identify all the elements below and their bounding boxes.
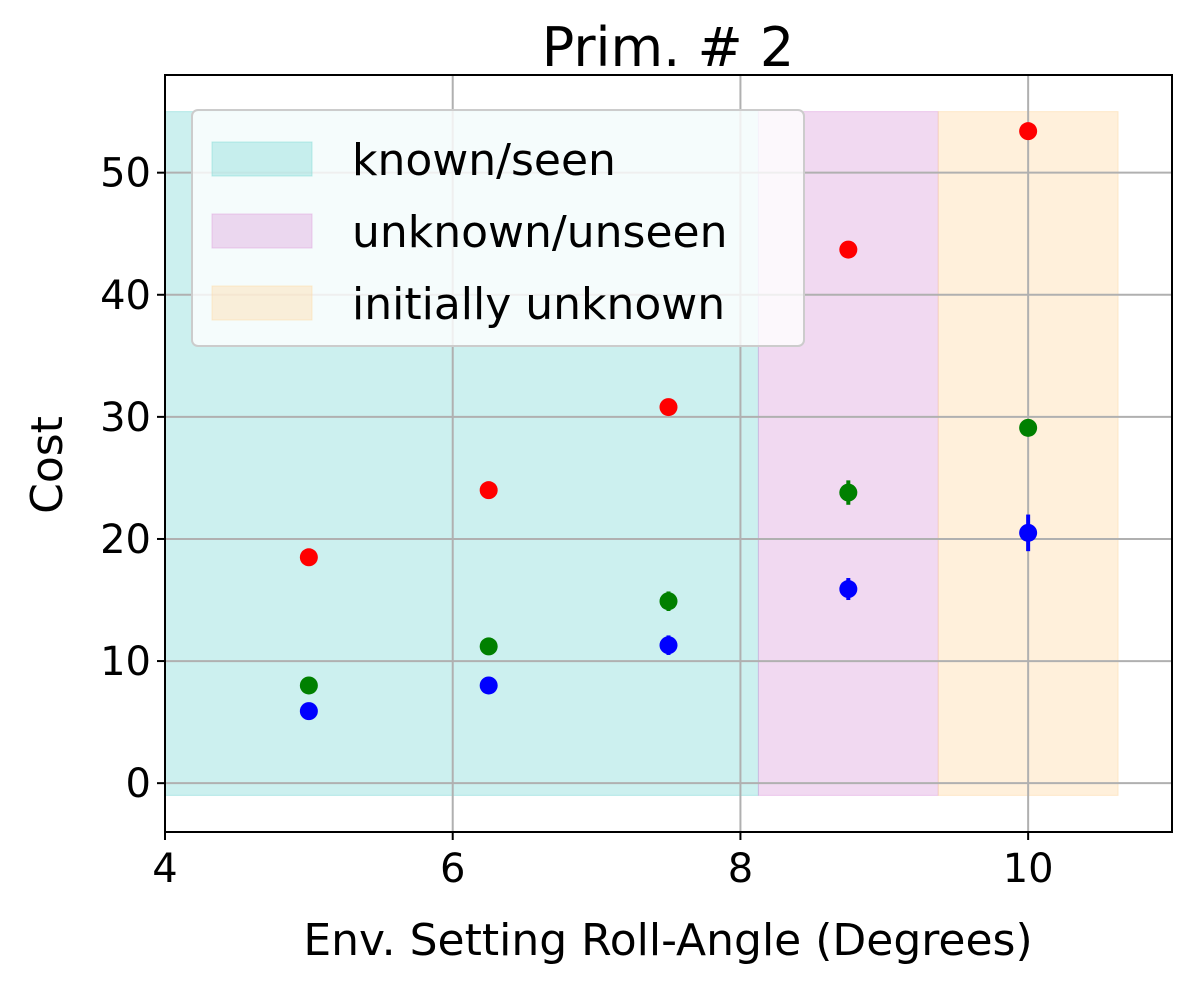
data-point (479, 481, 498, 500)
legend-box (191, 109, 805, 347)
data-point (1019, 523, 1038, 542)
data-point (659, 398, 678, 417)
legend-swatch (211, 213, 313, 249)
data-point (479, 676, 498, 695)
legend-swatch (211, 285, 313, 321)
x-tick-label: 10 (1003, 846, 1054, 892)
data-point (839, 483, 858, 502)
axis-ticks: 4 6 8 10 0 10 20 30 40 50 (100, 151, 1054, 892)
y-tick-label: 30 (100, 395, 151, 441)
data-point (299, 676, 318, 695)
legend-label: known/seen (352, 135, 616, 186)
data-point (1019, 122, 1038, 141)
y-tick-label: 50 (100, 151, 151, 197)
plot-frame (164, 74, 1173, 833)
legend-swatch (211, 141, 313, 177)
legend-label: unknown/unseen (352, 207, 727, 258)
data-point (299, 548, 318, 567)
x-tick-label: 4 (152, 846, 177, 892)
data-point (659, 592, 678, 611)
y-axis-label: Cost (22, 416, 73, 514)
legend: known/seen unknown/unseen initially unknow… (191, 109, 805, 347)
x-axis-label: Env. Setting Roll-Angle (Degrees) (303, 915, 1032, 966)
data-points (299, 122, 1038, 721)
x-tick-label: 6 (440, 846, 465, 892)
data-point (479, 637, 498, 656)
y-tick-label: 0 (126, 761, 151, 807)
data-point (299, 702, 318, 721)
y-tick-label: 40 (100, 273, 151, 319)
data-point (659, 636, 678, 655)
y-tick-label: 20 (100, 517, 151, 563)
legend-label: initially unknown (352, 279, 725, 330)
chart-title: Prim. # 2 (542, 16, 795, 79)
data-point (1019, 418, 1038, 437)
data-point (839, 580, 858, 599)
data-point (839, 240, 858, 259)
y-tick-label: 10 (100, 639, 151, 685)
x-tick-label: 8 (728, 846, 753, 892)
